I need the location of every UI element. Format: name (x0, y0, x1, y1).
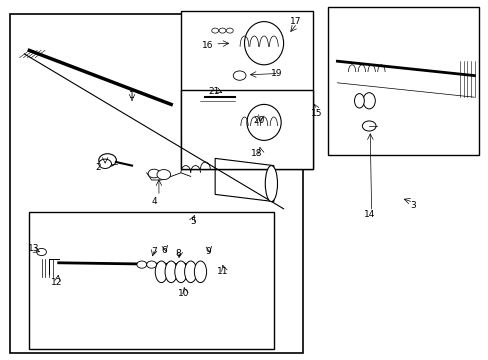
Text: 13: 13 (27, 244, 39, 253)
Circle shape (148, 169, 160, 178)
Ellipse shape (155, 261, 167, 283)
Text: 16: 16 (202, 41, 213, 50)
Text: 7: 7 (151, 248, 157, 256)
Ellipse shape (362, 93, 375, 109)
Ellipse shape (184, 261, 196, 283)
Text: 15: 15 (310, 109, 322, 118)
Text: 14: 14 (363, 210, 374, 219)
Text: 3: 3 (409, 201, 415, 210)
Circle shape (211, 28, 218, 33)
Bar (327, 7, 478, 155)
Text: 17: 17 (289, 17, 301, 26)
Circle shape (219, 28, 225, 33)
Circle shape (226, 28, 233, 33)
Ellipse shape (175, 261, 186, 283)
Text: 12: 12 (50, 278, 62, 287)
Text: 20: 20 (253, 116, 264, 125)
Circle shape (157, 170, 170, 180)
Ellipse shape (246, 104, 281, 140)
Circle shape (137, 261, 146, 268)
Circle shape (99, 159, 111, 168)
Text: 1: 1 (129, 91, 135, 100)
Bar (10, 14, 303, 353)
Text: 5: 5 (190, 217, 196, 226)
Ellipse shape (194, 261, 206, 283)
Text: 8: 8 (175, 249, 181, 258)
Bar (181, 90, 312, 169)
Ellipse shape (165, 261, 177, 283)
Text: 2: 2 (95, 163, 101, 172)
Text: 4: 4 (151, 197, 157, 206)
Ellipse shape (244, 22, 283, 65)
Text: 10: 10 (177, 289, 189, 298)
Circle shape (233, 71, 245, 80)
Text: 11: 11 (216, 267, 228, 276)
Ellipse shape (354, 94, 364, 108)
Circle shape (146, 261, 156, 268)
Text: 6: 6 (161, 246, 166, 255)
Circle shape (37, 248, 46, 256)
Circle shape (362, 121, 375, 131)
Ellipse shape (264, 166, 277, 202)
Text: 19: 19 (270, 69, 282, 78)
Bar (181, 11, 312, 169)
Text: 18: 18 (250, 149, 262, 158)
Text: 21: 21 (208, 87, 220, 96)
Bar (29, 212, 273, 349)
Circle shape (99, 154, 116, 167)
Text: 9: 9 (204, 248, 210, 256)
